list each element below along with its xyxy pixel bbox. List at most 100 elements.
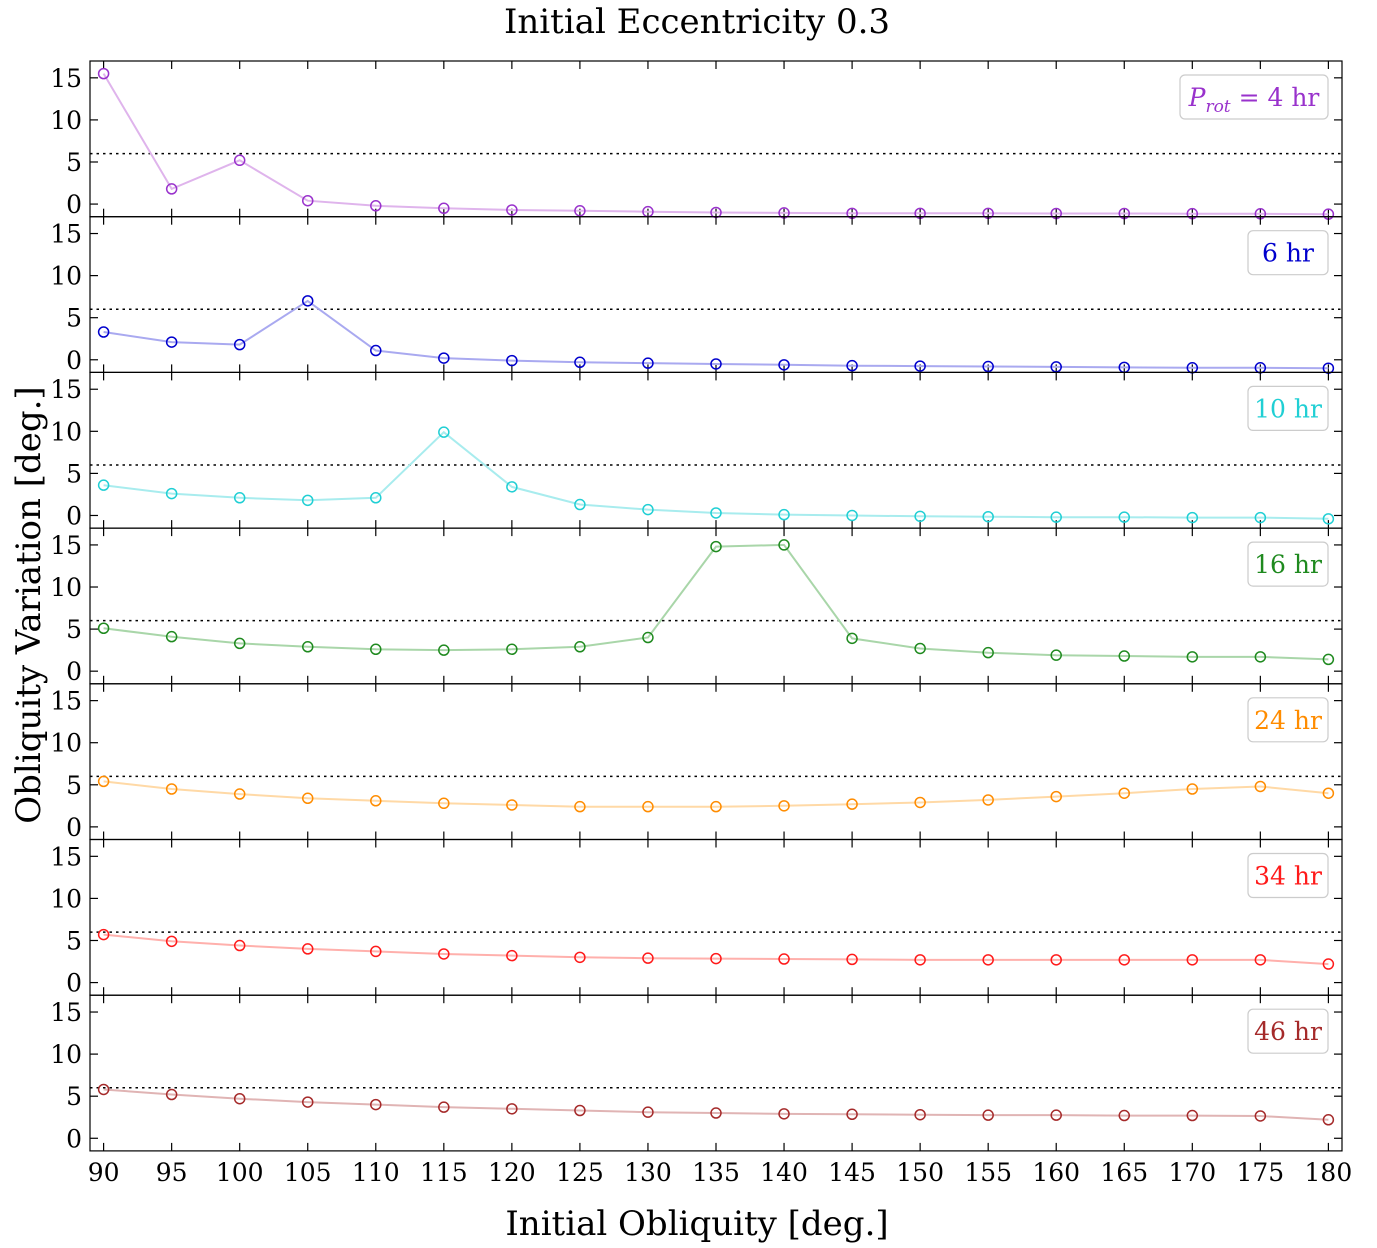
data-point <box>370 492 382 504</box>
data-point <box>233 492 246 504</box>
data-point <box>982 646 994 659</box>
legend-box <box>1247 385 1329 431</box>
data-point <box>778 359 790 371</box>
panel-3: 0 5 10 15 10 hr <box>50 371 1343 530</box>
data-point <box>233 788 246 800</box>
data-point <box>301 1096 314 1108</box>
data-point <box>1254 954 1267 966</box>
panel-frame <box>89 60 1343 218</box>
data-point <box>1050 790 1062 803</box>
data-point <box>642 357 654 369</box>
data-point <box>97 775 110 788</box>
data-point <box>1050 954 1062 966</box>
data-point <box>574 800 586 813</box>
data-point <box>1186 511 1199 524</box>
data-point <box>710 507 722 519</box>
x-tick-label: 155 <box>964 1158 1012 1187</box>
panel-4: 0 5 10 15 16 hr <box>50 527 1343 686</box>
panel-6: 0 5 10 15 34 hr <box>50 838 1343 998</box>
data-point <box>914 954 926 966</box>
data-point <box>506 643 518 656</box>
y-tick-label: 0 <box>66 346 82 375</box>
y-tick-label: 10 <box>50 1040 82 1069</box>
y-tick-label: 15 <box>50 687 82 716</box>
data-point <box>846 509 858 522</box>
data-point <box>1186 1109 1199 1122</box>
data-point <box>574 951 586 964</box>
data-point <box>846 359 858 372</box>
x-tick-label: 125 <box>556 1158 604 1187</box>
y-tick-label: 15 <box>50 375 82 404</box>
data-point <box>301 194 314 207</box>
panel-frame <box>89 994 1343 1152</box>
data-point <box>914 642 926 655</box>
data-point <box>574 356 586 369</box>
x-tick-label: 95 <box>156 1158 188 1187</box>
legend-label: 6 hr <box>1262 239 1314 268</box>
x-tick-label: 170 <box>1168 1158 1216 1187</box>
x-tick-label: 130 <box>624 1158 672 1187</box>
data-point <box>914 360 926 372</box>
data-point <box>233 939 246 952</box>
y-tick-label: 10 <box>50 417 82 446</box>
y-tick-label: 0 <box>66 190 82 219</box>
panel-frame <box>89 683 1343 841</box>
data-point <box>233 1092 246 1105</box>
data-point <box>301 494 314 507</box>
y-tick-label: 5 <box>66 926 82 955</box>
x-tick-label: 150 <box>896 1158 944 1187</box>
panels-group: 0 5 10 15 Prot = 4 hr 0 5 10 15 6 hr 0 5 10 15 10 hr 0 5… <box>50 60 1353 1187</box>
data-point <box>97 622 110 635</box>
x-tick-label: 120 <box>488 1158 536 1187</box>
data-point <box>165 336 178 348</box>
y-tick-label: 10 <box>50 262 82 291</box>
data-point <box>370 643 382 656</box>
data-point <box>301 943 314 955</box>
y-tick-label: 15 <box>50 531 82 560</box>
data-point <box>233 637 246 650</box>
legend-label: 34 hr <box>1254 862 1322 891</box>
data-point <box>97 326 110 338</box>
data-point <box>982 360 994 373</box>
x-tick-label: 180 <box>1305 1158 1353 1187</box>
data-point <box>233 154 246 167</box>
legend-label: 24 hr <box>1254 706 1322 735</box>
y-tick-label: 15 <box>50 64 82 93</box>
y-tick-label: 10 <box>50 884 82 913</box>
data-point <box>778 953 790 965</box>
data-point <box>370 344 382 357</box>
x-tick-label: 140 <box>760 1158 808 1187</box>
data-point <box>1254 511 1267 524</box>
series-line <box>103 430 1329 520</box>
data-point <box>778 800 790 812</box>
data-point <box>914 796 926 809</box>
data-point <box>438 948 450 960</box>
panel-frame <box>89 216 1343 373</box>
data-point <box>438 352 450 364</box>
data-point <box>506 949 518 962</box>
data-point <box>370 200 382 212</box>
data-point <box>438 644 450 656</box>
x-tick-label: 100 <box>216 1158 264 1187</box>
data-point <box>1322 1114 1335 1126</box>
data-point <box>710 952 722 965</box>
panel-2: 0 5 10 15 6 hr <box>50 216 1343 375</box>
series-line <box>103 933 1329 966</box>
y-tick-label: 10 <box>50 106 82 135</box>
data-point <box>1186 954 1199 966</box>
data-point <box>846 798 858 810</box>
data-point <box>506 204 518 216</box>
y-tick-label: 5 <box>66 615 82 644</box>
chart-title: Initial Eccentricity 0.3 <box>504 2 890 42</box>
legend-box <box>1247 852 1329 899</box>
y-tick-label: 0 <box>66 501 82 530</box>
series-line <box>103 299 1329 370</box>
data-point <box>233 338 246 351</box>
legend-label: 10 hr <box>1254 394 1322 423</box>
data-point <box>846 1108 858 1121</box>
y-tick-label: 5 <box>66 771 82 800</box>
legend-box <box>1247 1008 1329 1054</box>
data-point <box>846 953 858 966</box>
y-tick-label: 0 <box>66 657 82 686</box>
